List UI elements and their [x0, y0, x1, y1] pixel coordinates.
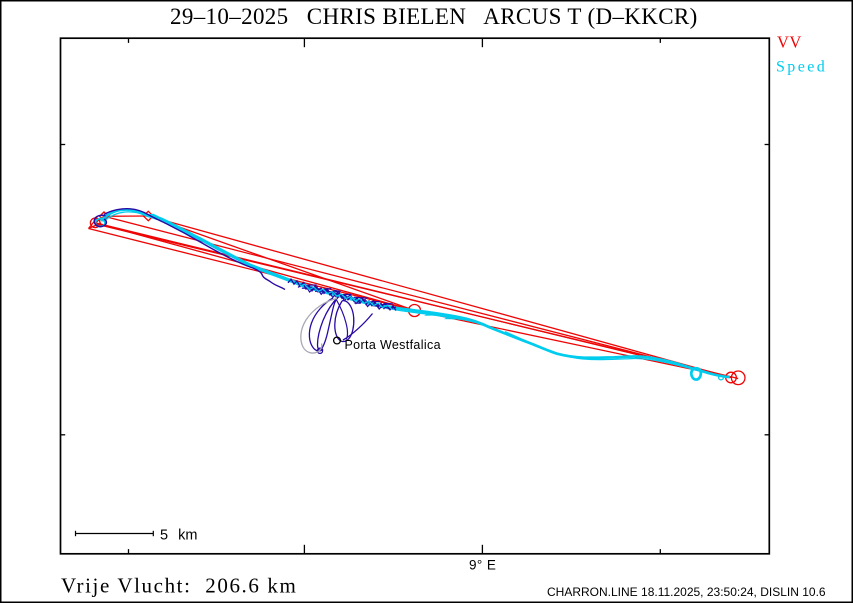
svg-text:CHARRON.LINE 18.11.2025, 23:50: CHARRON.LINE 18.11.2025, 23:50:24, DISLI…	[547, 585, 826, 599]
svg-text:Vrije Vlucht: 206.6 km: Vrije Vlucht: 206.6 km	[61, 574, 297, 598]
svg-text:5 km: 5 km	[160, 528, 197, 544]
svg-text:Porta Westfalica: Porta Westfalica	[345, 338, 441, 352]
svg-text:VV: VV	[777, 32, 802, 51]
svg-text:9° E: 9° E	[469, 557, 496, 572]
svg-text:29–10–2025 CHRIS BIELEN AR: 29–10–2025 CHRIS BIELEN ARCUS T (D–KKCR)	[170, 4, 698, 29]
svg-text:Speed: Speed	[776, 58, 827, 75]
